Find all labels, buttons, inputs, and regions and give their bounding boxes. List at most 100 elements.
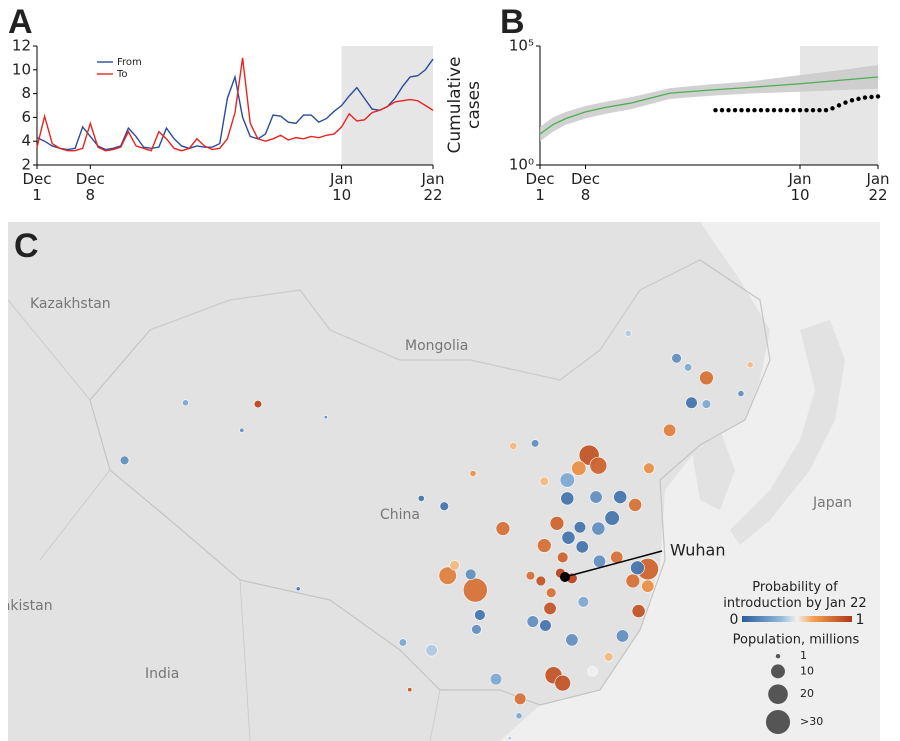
city-bubble (471, 624, 482, 635)
city-bubble (565, 633, 579, 647)
size-legend-label: >30 (800, 715, 823, 728)
legend-label: To (116, 69, 128, 80)
colorbar-tick-label: 1 (856, 612, 865, 628)
annotation-line (564, 550, 663, 578)
map-label: Pakistan (0, 598, 53, 614)
city-bubble (746, 361, 754, 369)
size-legend-title: Population, millions (733, 633, 860, 648)
city-bubble (539, 476, 549, 487)
city-bubble (295, 586, 301, 592)
city-bubble (630, 560, 645, 576)
series-line (36, 58, 434, 151)
y-tick-label: 8 (21, 84, 31, 102)
city-bubble (615, 629, 630, 643)
observed-point (784, 108, 790, 113)
city-bubble (737, 390, 745, 398)
city-bubble (671, 353, 682, 364)
y-tick-label: 2 (21, 156, 31, 174)
city-bubble (701, 399, 712, 409)
city-bubble (554, 674, 571, 692)
city-bubble (561, 530, 576, 545)
observed-point (869, 94, 874, 100)
observed-point (713, 108, 718, 113)
x-tick-label: Dec 1 (22, 170, 52, 204)
map-label: China (380, 507, 420, 523)
city-bubble (425, 644, 438, 657)
size-legend-label: 1 (800, 649, 807, 662)
sea (500, 222, 880, 741)
observed-point (797, 108, 803, 113)
observed-point (739, 108, 744, 113)
x-tick-label: Jan 22 (866, 170, 890, 204)
series-line (36, 57, 434, 152)
city-bubble (465, 568, 477, 581)
city-bubble (449, 559, 460, 571)
city-bubble (557, 551, 569, 564)
panel-label: A (8, 3, 33, 41)
observed-point (745, 108, 751, 113)
size-legend-circle (771, 664, 785, 679)
city-bubble (398, 638, 407, 647)
city-bubble (438, 566, 457, 585)
city-bubble (545, 587, 557, 598)
observed-point (752, 108, 757, 113)
city-bubble (641, 579, 655, 593)
map-label: Mongolia (405, 338, 468, 354)
map-label: Kazakhstan (30, 296, 111, 312)
observed-point (771, 108, 777, 113)
city-bubble (514, 692, 527, 705)
city-bubble (589, 490, 603, 504)
city-bubble (577, 596, 590, 608)
city-bubble (699, 370, 714, 386)
city-bubble (575, 540, 589, 554)
y-tick-label: 10⁵ (509, 37, 534, 55)
observed-point (875, 94, 881, 99)
observed-point (732, 108, 738, 113)
annotation: Wuhan (670, 541, 725, 560)
city-bubble (182, 399, 189, 407)
city-bubble (625, 573, 641, 589)
colorbar-tick-label: 0 (730, 612, 739, 628)
observed-point (830, 106, 835, 111)
observed-point (810, 108, 816, 113)
map-label: India (145, 666, 179, 682)
observed-point (765, 108, 770, 113)
observed-point (836, 103, 842, 108)
city-bubble (631, 604, 646, 618)
city-bubble (323, 415, 328, 420)
size-legend-label: 20 (800, 687, 814, 700)
observed-point (719, 108, 725, 113)
city-bubble (525, 570, 536, 581)
highlight-region (341, 46, 433, 165)
city-bubble (549, 516, 565, 531)
x-tick-label: Dec 1 (525, 170, 555, 204)
city-bubble (462, 577, 488, 603)
city-bubble (474, 609, 486, 621)
japan-land (730, 320, 845, 545)
city-bubble (537, 538, 552, 553)
city-bubble (624, 329, 632, 337)
city-bubble (587, 666, 598, 677)
size-legend-label: 10 (800, 664, 814, 677)
y-tick-label: 12 (12, 37, 31, 55)
city-bubble (591, 521, 606, 536)
city-bubble (526, 615, 539, 628)
city-bubble (559, 472, 575, 488)
observed-point (823, 108, 829, 113)
city-bubble (530, 439, 540, 448)
city-bubble (571, 460, 587, 476)
city-bubble (603, 652, 614, 662)
city-bubble (683, 363, 693, 372)
city-bubble (407, 687, 413, 693)
city-bubble (543, 601, 557, 615)
observed-point (791, 108, 796, 113)
median-line (539, 76, 879, 135)
y-tick-label: 10⁰ (509, 156, 534, 174)
city-bubble (535, 575, 547, 587)
city-bubble (589, 456, 608, 475)
size-legend-circle (765, 709, 791, 735)
observed-point (817, 108, 822, 113)
city-bubble (539, 619, 552, 632)
observed-point (849, 98, 855, 103)
y-tick-label: 6 (21, 108, 31, 126)
